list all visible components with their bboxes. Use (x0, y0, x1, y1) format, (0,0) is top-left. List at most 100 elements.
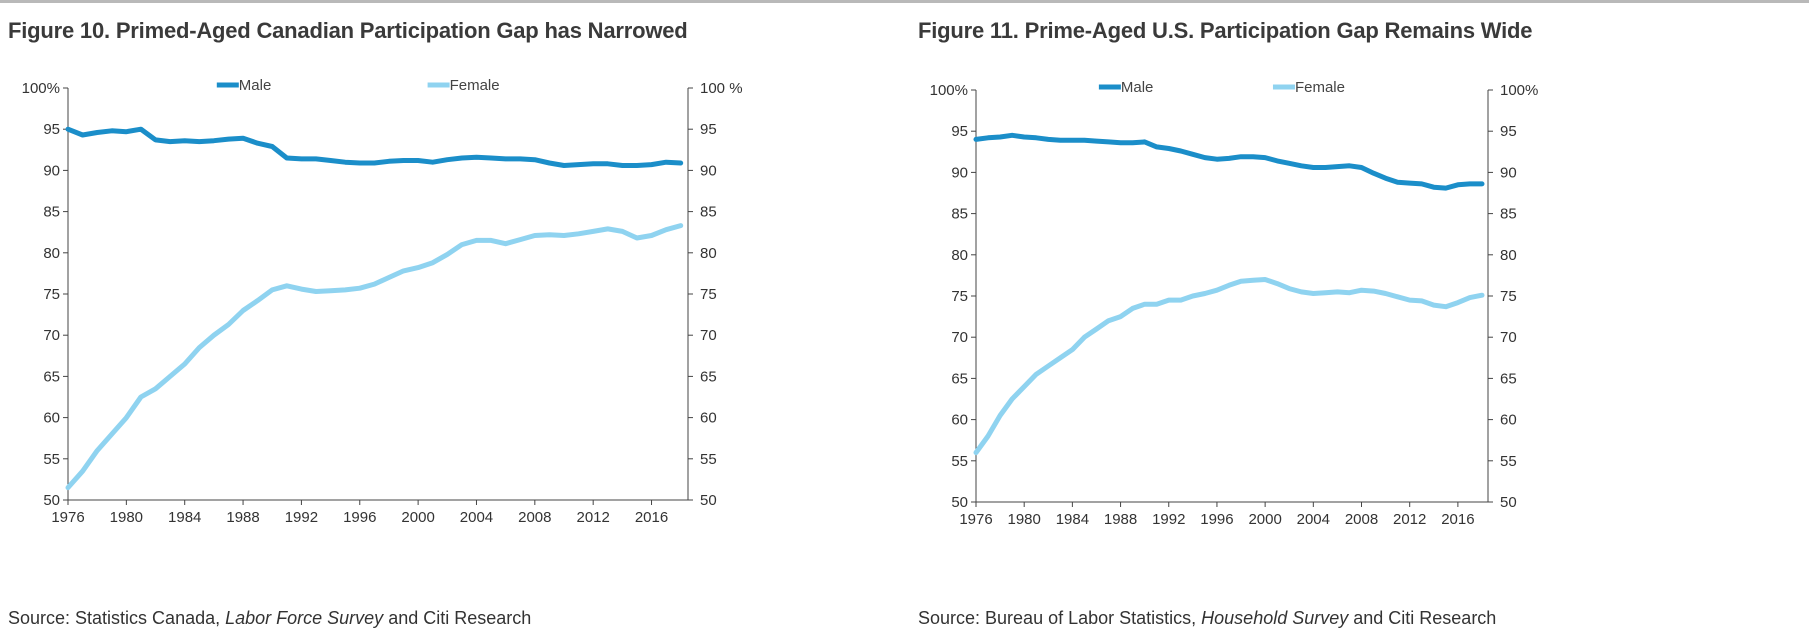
data-point-male (635, 163, 639, 168)
y-tick-label-left: 95 (43, 121, 60, 138)
series-line-male (65, 126, 684, 168)
data-point-male (1347, 164, 1352, 168)
data-point-female (504, 242, 508, 246)
data-point-male (1118, 141, 1123, 145)
data-point-female (460, 242, 464, 247)
data-point-female (518, 238, 522, 242)
data-point-male (1227, 156, 1231, 160)
series-line-male (973, 132, 1485, 191)
y-tick-label-left: 85 (951, 206, 968, 223)
data-point-male (649, 163, 654, 167)
data-point-male (1155, 145, 1159, 149)
y-tick-label-right: 50 (1500, 494, 1517, 511)
y-tick-label-right: 55 (700, 451, 717, 468)
data-point-female (1034, 372, 1038, 376)
data-point-female (1432, 303, 1436, 307)
data-point-female (197, 345, 201, 350)
x-tick-label: 2000 (401, 509, 434, 526)
data-point-male (1384, 176, 1388, 180)
data-point-female (256, 298, 260, 303)
data-point-male (285, 156, 289, 160)
y-tick-label-right: 85 (700, 204, 717, 221)
figure-11-source-suffix: and Citi Research (1348, 608, 1497, 628)
data-point-male (226, 137, 231, 141)
data-point-female (1058, 356, 1062, 360)
y-tick-label-right: 100 % (700, 80, 743, 97)
data-point-female (343, 288, 347, 292)
y-tick-label-left: 60 (951, 412, 968, 429)
figure-10-title: Figure 10. Primed-Aged Canadian Particip… (8, 18, 688, 43)
data-point-female (1070, 347, 1074, 352)
data-point-female (1444, 305, 1448, 309)
data-point-female (387, 275, 391, 280)
y-tick-label-left: 65 (951, 370, 968, 387)
legend-label-female: Female (1295, 79, 1345, 96)
data-point-male (1106, 140, 1111, 144)
data-point-female (1179, 298, 1183, 302)
figure-11-chart: 50 50 55 55 60 60 65 65 70 70 75 75 80 80 85 85 90 90 95 95… (930, 79, 1539, 528)
series-line-female (973, 277, 1485, 456)
y-tick-label-right: 90 (1500, 164, 1517, 181)
data-point-male (343, 160, 347, 164)
y-tick-label-left: 50 (951, 494, 968, 511)
y-tick-label-right: 85 (1500, 206, 1517, 223)
x-tick-label: 1976 (959, 511, 992, 528)
y-tick-label-left: 55 (43, 451, 60, 468)
data-point-male (1034, 136, 1038, 140)
data-point-female (445, 252, 449, 257)
y-tick-label-left: 60 (43, 410, 60, 427)
data-point-male (1335, 165, 1340, 169)
data-point-female (1094, 327, 1099, 331)
data-point-male (1203, 155, 1207, 160)
data-point-female (314, 289, 318, 294)
data-point-female (1191, 294, 1195, 298)
data-point-female (1359, 288, 1364, 292)
x-tick-label: 2008 (518, 509, 551, 526)
data-point-female (1143, 302, 1147, 306)
data-point-female (1010, 397, 1014, 401)
data-point-female (95, 448, 99, 453)
data-point-male (606, 162, 610, 166)
data-point-male (460, 156, 464, 160)
data-point-male (256, 141, 260, 145)
data-point-male (474, 155, 479, 159)
data-point-male (591, 162, 595, 166)
data-point-male (328, 158, 333, 163)
data-point-male (80, 133, 85, 137)
x-tick-label: 1996 (1200, 511, 1233, 528)
x-tick-label: 2008 (1345, 511, 1378, 528)
data-point-female (1408, 298, 1412, 302)
x-tick-label: 1976 (51, 509, 84, 526)
data-point-female (635, 236, 639, 240)
data-point-male (139, 127, 143, 131)
data-point-female (649, 233, 654, 238)
data-point-female (547, 233, 552, 237)
data-point-female (998, 413, 1002, 418)
figure-10-chart: 50 50 55 55 60 60 65 65 70 70 75 75 80 80 85 85 90 90 95 95… (22, 77, 743, 526)
y-tick-label-left: 50 (43, 492, 60, 509)
x-tick-label: 1992 (285, 509, 318, 526)
data-point-male (562, 163, 566, 168)
legend-label-male: Male (239, 77, 272, 94)
data-point-female (1347, 291, 1352, 295)
data-point-male (1070, 138, 1074, 142)
data-point-female (139, 395, 143, 399)
data-point-male (986, 136, 990, 140)
data-point-female (664, 228, 668, 232)
x-tick-label: 2004 (460, 509, 493, 526)
data-point-male (445, 158, 449, 162)
data-point-male (1311, 165, 1315, 170)
y-tick-label-left: 90 (43, 162, 60, 179)
data-point-male (416, 158, 420, 163)
data-point-male (504, 157, 508, 161)
data-point-male (489, 156, 493, 160)
data-point-female (974, 450, 978, 455)
data-point-male (1215, 157, 1219, 161)
y-tick-label-left: 80 (951, 247, 968, 264)
series-line-female (65, 223, 684, 491)
data-point-female (1022, 385, 1026, 389)
data-point-male (1022, 135, 1026, 139)
data-point-female (1203, 291, 1207, 296)
x-tick-label: 1988 (226, 509, 259, 526)
data-point-female (1251, 278, 1255, 282)
